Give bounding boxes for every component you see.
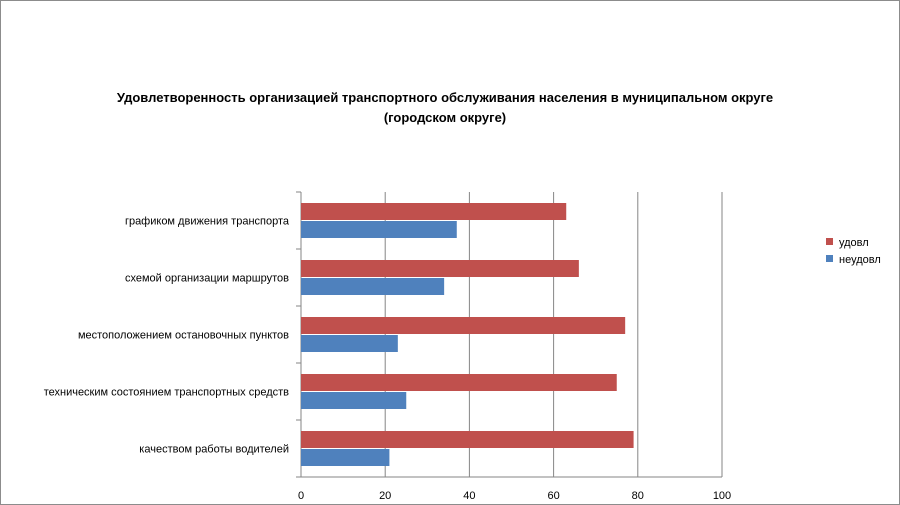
category-label-4: схемой организации маршрутов: [125, 273, 289, 285]
legend-swatch-2: [826, 255, 833, 262]
chart-title-line-1: Удовлетворенность организацией транспорт…: [116, 90, 774, 105]
bar-neudovl-2: [301, 392, 407, 409]
bar-neudovl-1: [301, 449, 390, 466]
x-tick-label-20: 20: [379, 490, 391, 502]
bar-udovl-1: [301, 431, 634, 448]
x-tick-label-60: 60: [547, 490, 559, 502]
legend-label-1: удовл: [839, 237, 869, 249]
category-label-3: местоположением остановочных пунктов: [78, 330, 289, 342]
legend-swatch-1: [826, 238, 833, 245]
bar-udovl-2: [301, 374, 617, 391]
category-label-5: графиком движения транспорта: [125, 216, 290, 228]
x-tick-label-40: 40: [463, 490, 475, 502]
x-tick-label-100: 100: [713, 490, 731, 502]
chart-title-line-2: (городском округе): [383, 110, 507, 125]
bar-neudovl-4: [301, 278, 445, 295]
bar-udovl-5: [301, 203, 567, 220]
x-tick-label-80: 80: [632, 490, 644, 502]
bar-udovl-4: [301, 260, 579, 277]
bar-udovl-3: [301, 317, 626, 334]
legend-label-2: неудовл: [839, 254, 881, 266]
category-label-1: качеством работы водителей: [139, 444, 289, 456]
chart-title: Удовлетворенность организацией транспорт…: [60, 88, 830, 128]
x-tick-label-0: 0: [298, 490, 304, 502]
bar-neudovl-3: [301, 335, 398, 352]
bar-neudovl-5: [301, 221, 457, 238]
category-label-2: техническим состоянием транспортных сред…: [44, 387, 289, 399]
